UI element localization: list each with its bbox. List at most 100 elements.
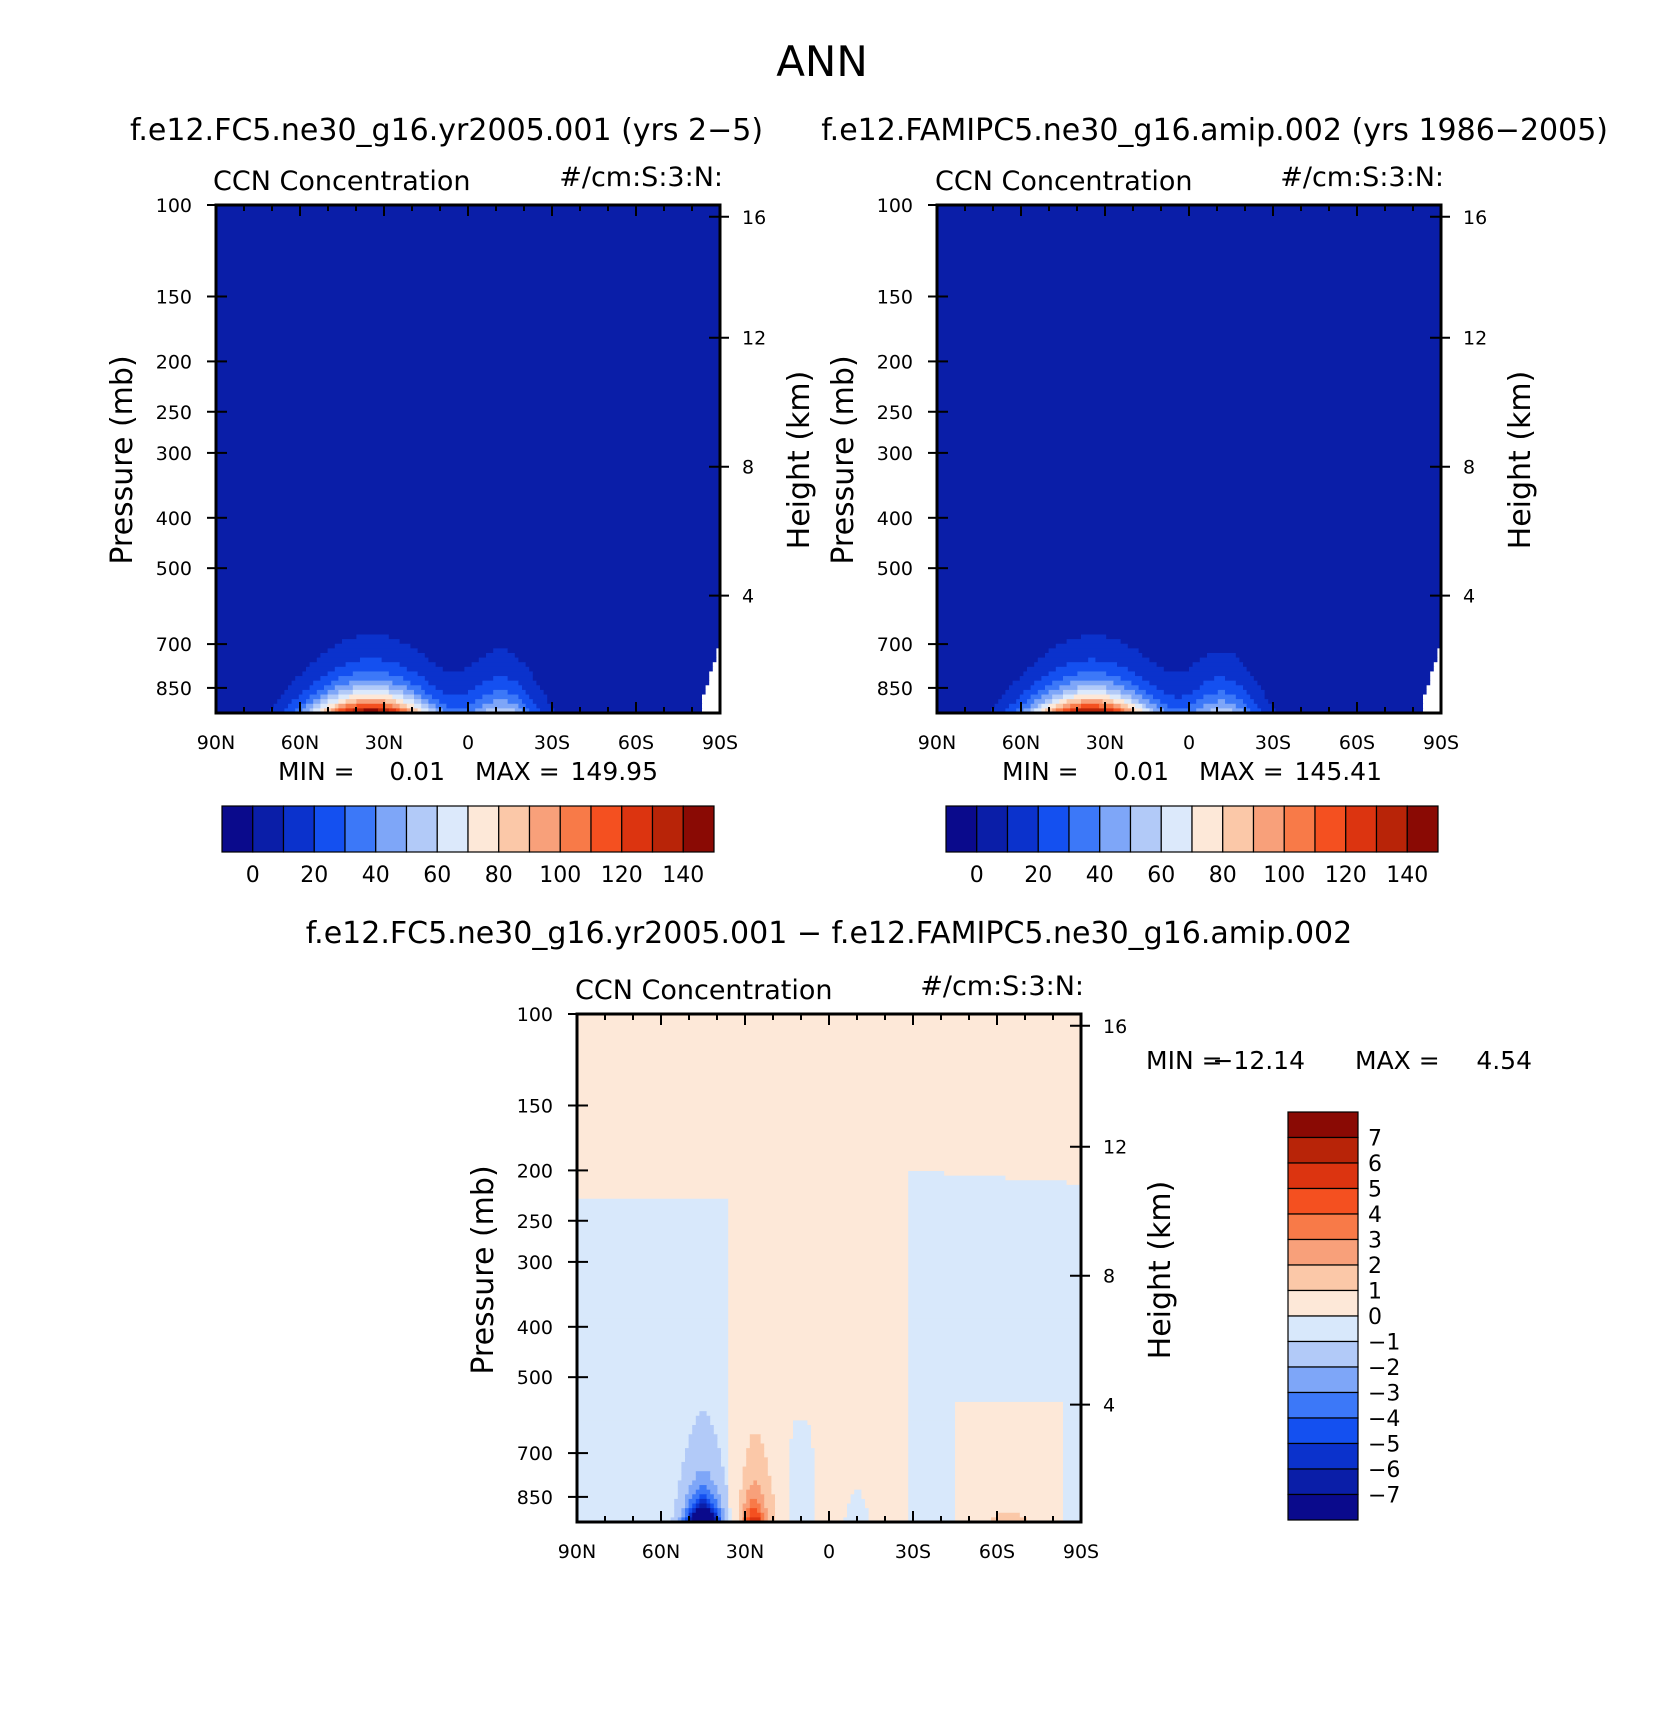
contour-cell <box>486 708 516 713</box>
contour-cell <box>1149 708 1154 713</box>
contour-cell <box>345 703 357 709</box>
contour-cell <box>1138 699 1150 705</box>
contour-cell <box>764 1503 776 1509</box>
min-value: 0.01 <box>389 757 445 786</box>
contour-cell <box>577 1180 909 1186</box>
contour-cell <box>216 338 720 345</box>
contour-cell <box>865 1503 909 1509</box>
contour-cell <box>807 1420 909 1426</box>
contour-cell <box>728 1466 744 1472</box>
contour-cell <box>908 1231 1081 1237</box>
contour-cell <box>529 666 714 673</box>
contour-cell <box>1235 680 1258 686</box>
contour-cell <box>1063 1475 1081 1482</box>
contour-cell <box>525 703 537 709</box>
contour-cell <box>486 652 516 659</box>
contour-cell <box>728 1392 909 1398</box>
contour-cell <box>728 1221 909 1228</box>
contour-cell <box>1027 699 1035 705</box>
contour-cell <box>955 1401 1064 1408</box>
contour-cell <box>216 366 720 372</box>
contour-cell <box>1045 685 1060 691</box>
contour-cell <box>908 1263 1081 1269</box>
colorbar-label: −6 <box>1368 1458 1400 1483</box>
contour-cell <box>695 1489 711 1495</box>
x-tick-label: 90S <box>702 732 738 754</box>
colorbar-label: −3 <box>1368 1382 1400 1407</box>
contour-cell <box>442 708 476 713</box>
contour-cell <box>356 634 390 640</box>
contour-cell <box>955 1485 1064 1491</box>
contour-cell <box>728 1411 909 1417</box>
contour-cell <box>216 505 720 511</box>
contour-cell <box>577 1092 1081 1098</box>
contour-cell <box>742 1508 747 1514</box>
contour-cell <box>1063 1471 1081 1477</box>
contour-cell <box>908 1355 1081 1361</box>
colorbar-label: −5 <box>1368 1433 1400 1458</box>
contour-cell <box>532 671 710 677</box>
contour-cell <box>670 1517 679 1522</box>
contour-cell <box>728 1263 909 1269</box>
y-tick-label: 100 <box>877 195 913 217</box>
contour-cell <box>320 676 339 682</box>
contour-cell <box>728 1235 909 1241</box>
colorbar-swatch <box>1283 805 1316 853</box>
contour-cell <box>1160 699 1197 705</box>
contour-cell <box>814 1448 909 1454</box>
contour-cell <box>216 625 720 631</box>
contour-cell <box>728 1203 909 1209</box>
contour-cell <box>937 218 1441 225</box>
contour-cell <box>1070 703 1082 709</box>
contour-cell <box>1142 694 1154 700</box>
contour-cell <box>1070 680 1114 686</box>
contour-cell <box>577 1175 909 1181</box>
contour-cell <box>577 1244 729 1251</box>
contour-cell <box>577 1212 729 1218</box>
colorbar-swatch <box>1287 1238 1359 1266</box>
contour-cell <box>908 1392 1081 1398</box>
contour-cell <box>937 412 1441 419</box>
contour-cell <box>724 1512 729 1518</box>
contour-cell <box>540 685 707 691</box>
colorbar-swatch <box>1287 1187 1359 1215</box>
contour-cell <box>937 486 1441 492</box>
contour-cell <box>1088 657 1096 663</box>
contour-cell <box>908 1480 956 1486</box>
contour-cell <box>216 394 720 400</box>
y-axis-label: Pressure (mb) <box>826 355 861 564</box>
contour-cell <box>507 699 523 705</box>
contour-cell <box>577 1217 729 1223</box>
contour-cell <box>1077 671 1107 677</box>
contour-cell <box>1135 671 1251 677</box>
contour-cell <box>677 1494 686 1500</box>
contour-cell <box>728 1323 909 1329</box>
contour-cell <box>532 676 710 682</box>
contour-cell <box>493 689 509 696</box>
contour-cell <box>1005 689 1024 696</box>
contour-cell <box>1153 708 1165 713</box>
contour-cell <box>1106 671 1136 677</box>
contour-cell <box>331 708 336 713</box>
contour-cell <box>1019 676 1042 682</box>
contour-cell <box>728 1364 909 1371</box>
contour-cell <box>1433 666 1441 673</box>
contour-cell <box>706 1485 718 1491</box>
contour-cell <box>937 528 1441 534</box>
contour-cell <box>749 1438 762 1445</box>
y-tick-label: 850 <box>517 1487 553 1509</box>
contour-cell <box>1217 699 1226 705</box>
contour-cell <box>216 551 720 557</box>
x-tick-label: 60N <box>281 732 319 754</box>
contour-cell <box>955 1415 1064 1421</box>
contour-cell <box>685 1517 690 1522</box>
contour-cell <box>216 565 720 571</box>
contour-cell <box>713 1517 718 1522</box>
contour-cell <box>547 694 703 700</box>
contour-cell <box>1023 671 1050 677</box>
contour-cell <box>421 708 429 713</box>
contour-cell <box>937 449 1441 455</box>
contour-cell <box>352 685 390 691</box>
contour-cell <box>713 1508 718 1514</box>
